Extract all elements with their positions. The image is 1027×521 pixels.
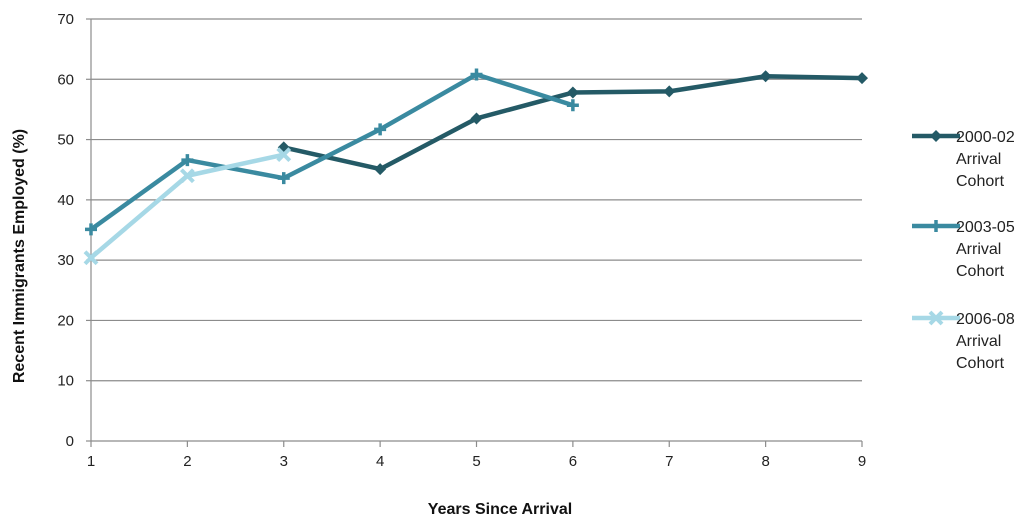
axes: 0 10 20 30 40 50 60 70 1 2 3 4 5 6 7 8 9: [57, 11, 866, 470]
x-tick-label-2: 2: [183, 453, 191, 470]
series-1-point-2: [374, 163, 387, 176]
x-tick-label-9: 9: [858, 453, 866, 470]
legend-label-2-line-3: Cohort: [956, 263, 1005, 280]
y-axis-title: Recent Immigrants Employed (%): [11, 129, 28, 383]
x-tick-label-1: 1: [87, 453, 95, 470]
y-tick-label-0: 0: [66, 433, 74, 450]
series-group: [83, 68, 868, 266]
series-2-point-2: [181, 154, 194, 167]
x-tick-label-6: 6: [569, 453, 577, 470]
y-tick-label-10: 10: [57, 373, 74, 390]
legend-entry-2: 2003-05 Arrival Cohort: [912, 219, 1015, 280]
x-tick-label-5: 5: [472, 453, 480, 470]
legend-entry-3: 2006-08 Arrival Cohort: [912, 310, 1015, 372]
legend-entry-1: 2000-02 Arrival Cohort: [912, 129, 1015, 190]
series-1-point-4: [566, 86, 579, 99]
series-2-point-6: [566, 99, 579, 112]
legend-label-3-line-3: Cohort: [956, 355, 1005, 372]
legend-swatch-marker-1: [930, 130, 942, 142]
x-tick-label-4: 4: [376, 453, 384, 470]
y-tick-label-50: 50: [57, 132, 74, 149]
series-1: [277, 70, 868, 176]
series-2-line: [89, 72, 574, 232]
legend-label-1-line-3: Cohort: [956, 173, 1005, 190]
series-3-point-3: [276, 147, 292, 163]
y-tick-label-20: 20: [57, 312, 74, 329]
series-2-point-1: [85, 223, 97, 236]
series-1-point-3: [470, 112, 483, 125]
y-tick-label-30: 30: [57, 252, 74, 269]
y-tick-label-40: 40: [57, 192, 74, 209]
x-tick-label-3: 3: [280, 453, 288, 470]
legend-label-2-line-1: 2003-05: [956, 219, 1015, 236]
series-3: [83, 147, 292, 266]
y-tick-label-60: 60: [57, 71, 74, 88]
series-1-point-5: [663, 85, 676, 98]
legend-swatch-marker-3: [928, 310, 944, 326]
legend-label-2-line-2: Arrival: [956, 241, 1001, 258]
series-2-point-4: [374, 123, 387, 136]
x-tick-label-8: 8: [761, 453, 769, 470]
legend: 2000-02 Arrival Cohort 2003-05 Arrival Cohort…: [912, 129, 1015, 372]
legend-label-3-line-2: Arrival: [956, 333, 1001, 350]
x-tick-label-7: 7: [665, 453, 673, 470]
series-2-point-5: [470, 68, 483, 81]
y-tick-label-70: 70: [57, 11, 74, 28]
series-1-point-7: [856, 72, 868, 85]
series-3-point-2: [179, 168, 195, 184]
x-axis-title: Years Since Arrival: [428, 501, 572, 518]
series-2-point-3: [277, 172, 290, 185]
series-1-point-6: [759, 70, 772, 83]
series-3-point-1: [83, 250, 99, 266]
series-2: [85, 68, 579, 236]
legend-label-1-line-2: Arrival: [956, 151, 1001, 168]
legend-swatch-marker-2: [930, 220, 942, 232]
legend-label-3-line-1: 2006-08: [956, 311, 1015, 328]
legend-label-1-line-1: 2000-02: [956, 129, 1015, 146]
